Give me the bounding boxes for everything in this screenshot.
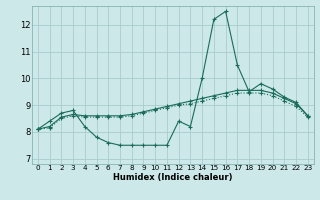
X-axis label: Humidex (Indice chaleur): Humidex (Indice chaleur)	[113, 173, 233, 182]
